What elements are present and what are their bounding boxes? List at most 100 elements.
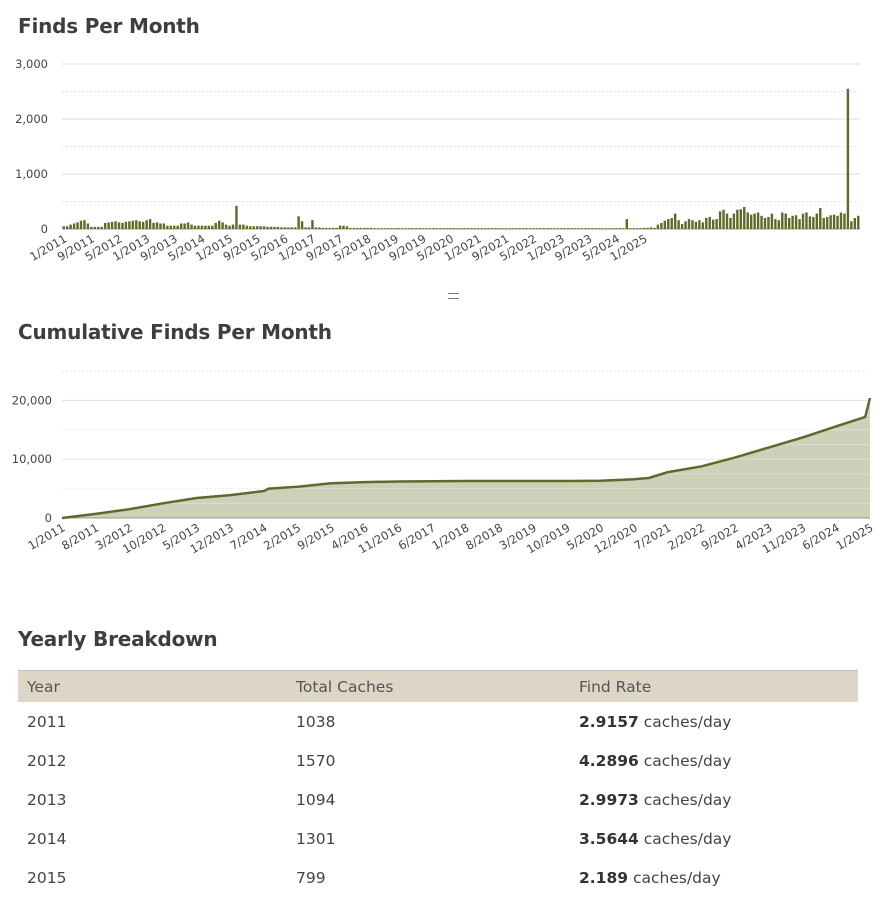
bar xyxy=(853,218,857,229)
bar xyxy=(238,224,242,229)
bar xyxy=(452,228,456,229)
bar xyxy=(815,213,819,229)
bar xyxy=(124,221,128,229)
bar xyxy=(542,228,546,229)
bar xyxy=(100,226,103,229)
bar xyxy=(660,222,663,229)
chart-resize-handle[interactable] xyxy=(448,293,459,299)
x-tick-label: 8/2018 xyxy=(463,520,505,552)
bar xyxy=(224,224,228,229)
bar xyxy=(839,212,843,229)
bar xyxy=(148,219,152,229)
x-tick-label: 9/2022 xyxy=(699,520,741,552)
bar xyxy=(110,221,114,229)
bar xyxy=(743,207,746,229)
bar xyxy=(787,218,791,229)
bar xyxy=(767,216,770,229)
bar xyxy=(204,225,207,229)
bar xyxy=(718,211,722,229)
bar xyxy=(463,228,466,229)
bar xyxy=(179,223,183,229)
bar xyxy=(832,214,836,229)
chart-title-cumulative: Cumulative Finds Per Month xyxy=(18,320,332,344)
bar xyxy=(639,228,642,229)
bar xyxy=(159,223,162,229)
bar xyxy=(611,228,615,229)
bar xyxy=(259,226,262,229)
bar xyxy=(325,227,328,229)
x-tick-label: 6/2017 xyxy=(396,520,438,552)
bar xyxy=(822,218,825,229)
bar xyxy=(739,209,743,229)
bar xyxy=(490,228,494,229)
bar xyxy=(432,228,435,229)
bar xyxy=(411,228,414,229)
bar xyxy=(131,220,135,229)
x-tick-label: 1/2011 xyxy=(25,520,67,552)
bar xyxy=(760,215,763,229)
x-tick-label: 1/2025 xyxy=(833,520,875,552)
bar xyxy=(584,228,587,229)
bar xyxy=(449,228,452,229)
bar xyxy=(622,228,625,229)
bar xyxy=(673,213,677,229)
bar xyxy=(86,223,90,229)
bar xyxy=(331,227,335,229)
bar xyxy=(473,228,477,229)
table-row: 2014 1301 3.5644 caches/day xyxy=(18,819,858,858)
bar xyxy=(774,219,777,229)
find-rate-value: 2.9157 xyxy=(579,712,639,731)
cell-find-rate: 4.2896 caches/day xyxy=(570,741,858,780)
bar xyxy=(169,225,173,229)
bar xyxy=(338,225,342,229)
find-rate-value: 4.2896 xyxy=(579,751,639,770)
bar xyxy=(781,212,784,229)
bar xyxy=(535,228,539,229)
bar xyxy=(722,209,725,229)
bar xyxy=(570,228,573,229)
bar xyxy=(850,221,853,229)
bar xyxy=(166,225,169,229)
bar xyxy=(556,228,559,229)
table-row: 2012 1570 4.2896 caches/day xyxy=(18,741,858,780)
bar xyxy=(217,220,221,229)
bar xyxy=(501,228,504,229)
bar xyxy=(141,221,145,229)
column-header-total-caches[interactable]: Total Caches xyxy=(287,670,570,702)
bar xyxy=(162,223,166,229)
table-row: 2013 1094 2.9973 caches/day xyxy=(18,780,858,819)
bar xyxy=(65,226,69,229)
bar xyxy=(642,227,646,229)
bar xyxy=(359,227,363,229)
bar xyxy=(794,215,798,229)
bar xyxy=(373,228,376,229)
find-rate-unit: caches/day xyxy=(643,829,732,848)
bar xyxy=(428,228,432,229)
bar xyxy=(677,220,680,229)
x-tick-label: 8/2011 xyxy=(59,520,101,552)
bar xyxy=(601,228,604,229)
bar xyxy=(470,228,473,229)
bar xyxy=(266,226,269,229)
column-header-year[interactable]: Year xyxy=(18,670,287,702)
x-tick-label: 9/2015 xyxy=(295,520,337,552)
bar xyxy=(563,228,566,229)
bar xyxy=(228,225,231,229)
bar xyxy=(304,227,307,229)
column-header-find-rate[interactable]: Find Rate xyxy=(570,670,858,702)
bar xyxy=(539,228,542,229)
bar xyxy=(211,225,214,229)
bar xyxy=(145,220,148,229)
bar xyxy=(103,222,107,229)
bar xyxy=(518,228,521,229)
bar xyxy=(293,227,297,229)
bar xyxy=(625,219,629,229)
bar xyxy=(117,222,121,229)
cumulative-line xyxy=(61,397,872,520)
cell-total-caches: 799 xyxy=(296,868,326,887)
bar xyxy=(604,228,608,229)
bar xyxy=(756,212,760,229)
bar xyxy=(387,228,390,229)
bar xyxy=(307,227,311,229)
bar xyxy=(798,219,801,229)
